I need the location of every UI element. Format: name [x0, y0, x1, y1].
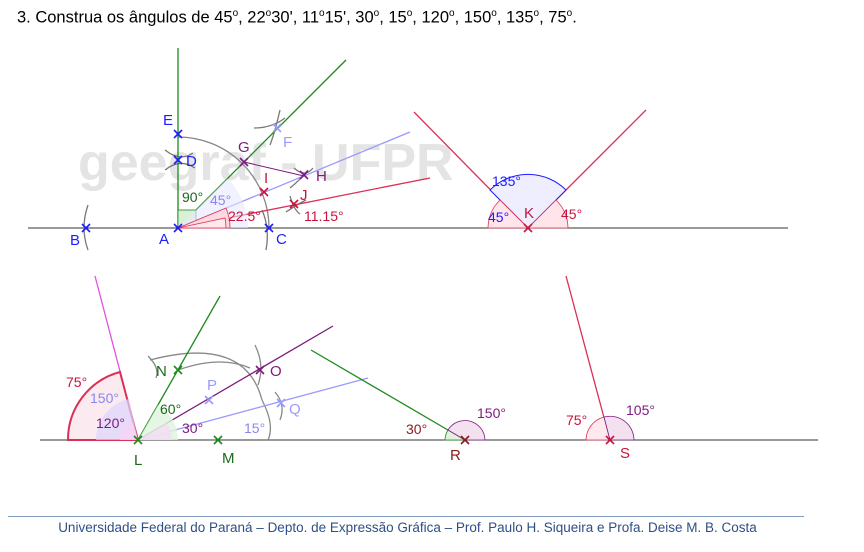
angle-k45-right-marker [527, 199, 569, 229]
label-angle-k45-right: 45° [561, 206, 582, 222]
point-o [255, 365, 265, 375]
label-b: B [70, 232, 80, 249]
label-i: I [264, 170, 268, 187]
label-j: J [300, 187, 308, 204]
angle-k45-left-marker [487, 199, 529, 229]
angle-r30-marker [447, 420, 486, 441]
label-angle-60: 60° [160, 401, 181, 417]
label-p: P [207, 377, 217, 394]
label-n: N [156, 363, 167, 380]
exercise-title: 3. Construa os ângulos de 45o, 22o30', 1… [17, 8, 577, 27]
footer-credits: Universidade Federal do Paraná – Depto. … [58, 520, 757, 535]
angle-135-marker [489, 173, 567, 229]
point-d [173, 155, 183, 165]
label-h: H [316, 168, 327, 185]
ray-s [565, 275, 611, 441]
label-q: Q [289, 401, 301, 418]
label-angle-r150: 150° [477, 405, 506, 421]
label-angle-45: 45° [210, 192, 231, 208]
label-angle-22: 22.5° [228, 208, 261, 224]
point-l [133, 435, 143, 445]
arc-lm [149, 352, 263, 401]
label-g: G [238, 139, 250, 156]
point-a [173, 223, 183, 233]
label-angle-15: 15° [244, 420, 265, 436]
angle-11-marker [177, 217, 227, 229]
point-s [605, 435, 615, 445]
point-k [523, 223, 533, 233]
angle-s105-marker [603, 415, 635, 441]
point-e [173, 129, 183, 139]
point-r [460, 435, 470, 445]
degree-sign: o [232, 8, 239, 19]
label-m: M [222, 450, 235, 467]
arc-b [83, 204, 89, 251]
arc-d2 [164, 162, 196, 171]
point-h [299, 170, 309, 180]
angle-120-marker [120, 423, 138, 440]
arc-q [274, 391, 283, 421]
ray-r [310, 349, 466, 441]
arc-d1 [164, 149, 194, 158]
point-q [276, 398, 286, 408]
arc-o [254, 344, 262, 386]
bisector-gh [243, 161, 305, 177]
arc-lm-right [261, 399, 272, 441]
label-e: E [163, 112, 173, 129]
arc-h1 [293, 167, 314, 174]
label-d: D [186, 153, 197, 170]
point-p [204, 395, 214, 405]
point-n [173, 365, 183, 375]
label-angle-135: 135° [492, 173, 521, 189]
bottom-figure: L M N O P Q R S 75° 150° 120° 60° 30° 15… [40, 275, 818, 469]
label-angle-75: 75° [66, 374, 87, 390]
title-prefix: 3. Construa os ângulos de 45 [17, 8, 233, 27]
label-f: F [283, 134, 292, 151]
label-l: L [134, 452, 142, 469]
arc-j1 [289, 195, 301, 215]
point-i [259, 187, 269, 197]
label-c: C [276, 231, 287, 248]
label-o: O [270, 363, 282, 380]
point-g [239, 157, 249, 167]
label-angle-11: 11.15° [304, 208, 344, 224]
label-angle-s75: 75° [566, 412, 587, 428]
label-angle-s105: 105° [626, 402, 655, 418]
angle-45-marker [178, 178, 248, 228]
arc-mn [177, 361, 251, 371]
label-r: R [450, 447, 461, 464]
arc-n-small [147, 355, 158, 379]
top-figure: A B C D E F G H I J K 90° 45° 22.5° 11.1… [28, 48, 788, 251]
label-s: S [620, 445, 630, 462]
angle-30-marker [138, 423, 172, 440]
point-b [81, 223, 91, 233]
point-m [213, 435, 223, 445]
label-angle-30: 30° [182, 420, 203, 436]
point-c [264, 223, 274, 233]
label-angle-120: 120° [96, 415, 125, 431]
label-angle-r30: 30° [406, 421, 427, 437]
label-angle-k45-left: 45° [488, 209, 509, 225]
label-a: A [159, 231, 169, 248]
label-angle-90: 90° [182, 189, 203, 205]
watermark: geegraf - UFPR [78, 134, 454, 192]
footer-divider [8, 516, 804, 517]
arc-f1 [253, 117, 286, 129]
point-j [289, 199, 299, 209]
label-angle-150: 150° [90, 390, 119, 406]
label-k: K [524, 205, 534, 222]
point-f [272, 123, 282, 133]
